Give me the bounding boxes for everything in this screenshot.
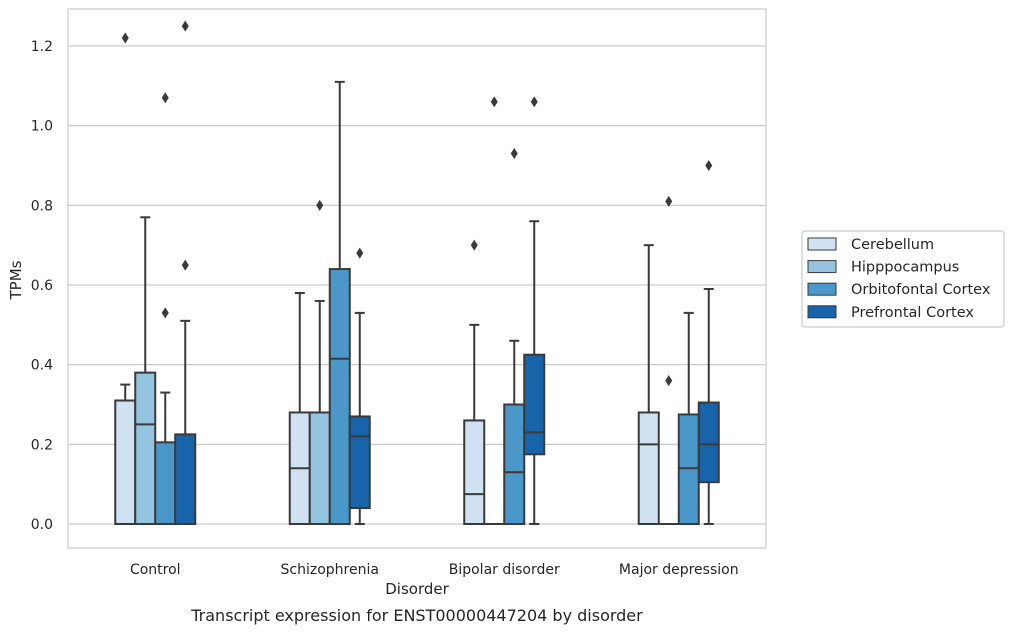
box-cerebellum <box>637 244 660 526</box>
box-body <box>523 353 546 456</box>
outlier-point <box>121 32 129 44</box>
box-orbitofontal-cortex <box>328 80 351 526</box>
outlier-point <box>705 160 713 171</box>
box-prefrontal-cortex <box>697 160 720 525</box>
plot-frame <box>67 8 767 549</box>
box-hipppocampus <box>134 216 157 525</box>
legend-label: Orbitofontal Cortex <box>851 282 991 298</box>
x-tick-label: Control <box>130 562 181 578</box>
outlier-point <box>316 199 324 211</box>
box-body <box>328 268 351 526</box>
box-body <box>134 371 157 525</box>
axis-ticks: 0.0 0.2 0.4 0.6 0.8 1.0 1.2 Control Schizophreni… <box>31 39 739 578</box>
x-tick-label: Bipolar disorder <box>449 562 560 578</box>
outlier-point <box>356 247 364 259</box>
box-prefrontal-cortex <box>348 247 371 525</box>
box-body <box>308 411 331 526</box>
outlier-point <box>665 195 673 207</box>
outlier-point <box>665 375 673 387</box>
plot-boxes <box>114 20 720 526</box>
box-hipppocampus <box>484 96 505 525</box>
y-axis-label: TPMs <box>7 260 25 300</box>
chart-caption: Transcript expression for ENST0000044720… <box>190 606 643 625</box>
legend-label: Prefrontal Cortex <box>851 305 974 321</box>
box-body <box>697 401 720 484</box>
outlier-point <box>530 96 538 108</box>
outlier-point <box>161 307 169 319</box>
box-prefrontal-cortex <box>523 96 546 525</box>
box-hipppocampus <box>308 199 331 526</box>
x-tick-label: Major depression <box>619 562 739 578</box>
box-body <box>154 441 177 526</box>
y-tick-label: 0.8 <box>31 198 53 214</box>
y-tick-label: 0.6 <box>31 278 53 294</box>
box-cerebellum <box>288 291 311 526</box>
box-orbitofontal-cortex <box>154 92 177 526</box>
y-tick-label: 0.2 <box>31 437 53 453</box>
outlier-point <box>490 96 498 108</box>
outlier-point <box>470 239 478 251</box>
legend-label: Cerebellum <box>851 237 934 253</box>
outlier-point <box>510 148 518 160</box>
box-prefrontal-cortex <box>174 20 197 525</box>
legend-swatch <box>807 237 837 251</box>
legend-swatch <box>807 282 837 296</box>
box-body <box>174 433 197 525</box>
box-cerebellum <box>463 239 486 525</box>
box-body <box>503 403 526 525</box>
outlier-point <box>181 259 189 271</box>
y-tick-label: 0.4 <box>31 358 53 374</box>
outlier-point <box>181 20 189 32</box>
legend-label: Hipppocampus <box>851 260 959 276</box>
box-hipppocampus <box>658 195 679 525</box>
box-body <box>348 415 371 510</box>
legend-frame <box>801 230 1005 328</box>
legend: Cerebellum Hipppocampus Orbitofontal Corte… <box>801 230 1005 328</box>
y-tick-label: 0.0 <box>31 517 53 533</box>
box-orbitofontal-cortex <box>503 148 526 525</box>
box-cerebellum <box>114 32 137 525</box>
box-orbitofontal-cortex <box>677 311 700 526</box>
x-axis-label: Disorder <box>385 580 449 598</box>
box-body <box>463 419 486 525</box>
x-tick-label: Schizophrenia <box>281 562 379 578</box>
y-tick-label: 1.0 <box>31 119 53 135</box>
box-body <box>114 399 137 525</box>
y-tick-label: 1.2 <box>31 39 53 55</box>
box-body <box>637 411 660 526</box>
legend-swatch <box>807 260 837 274</box>
outlier-point <box>161 92 169 104</box>
legend-swatch <box>807 305 837 319</box>
